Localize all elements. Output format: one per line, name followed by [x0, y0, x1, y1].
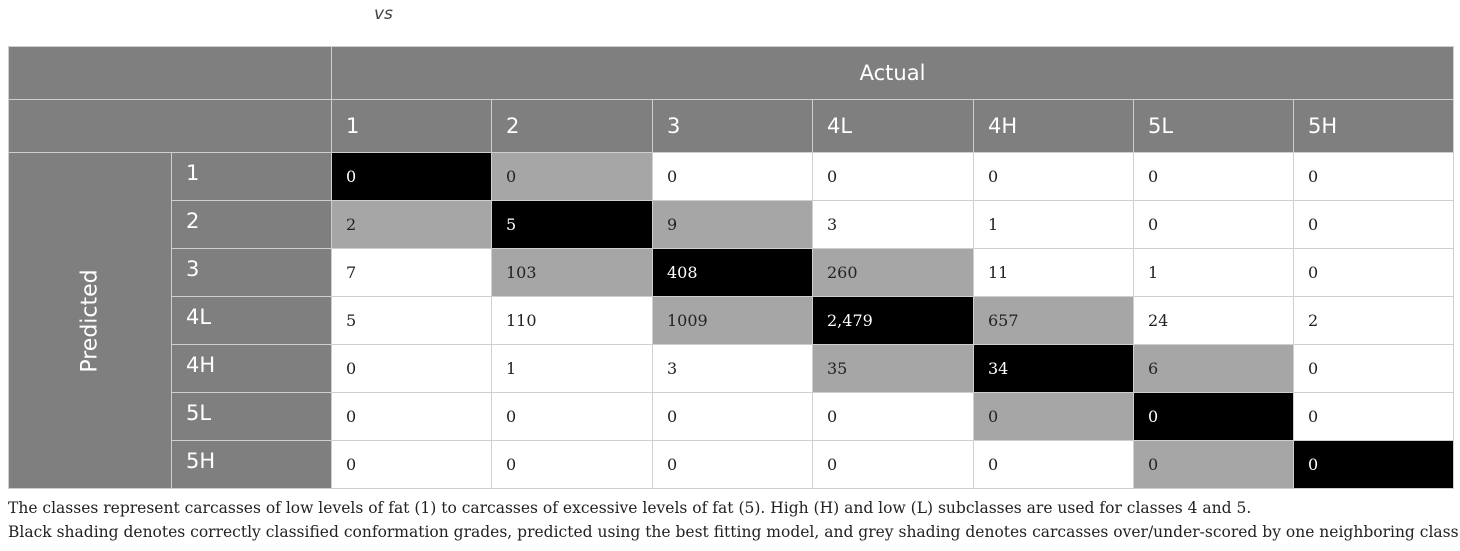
matrix-cell: 9: [652, 200, 813, 249]
matrix-cell: 5: [331, 296, 492, 345]
matrix-cell: 3: [812, 200, 974, 249]
matrix-cell: 0: [491, 440, 653, 489]
matrix-cell: 0: [1292, 152, 1455, 201]
table-row: 5L 0 0 0 0 0 0 0: [9, 392, 1455, 441]
matrix-cell: 1: [491, 344, 653, 393]
predicted-label: Predicted: [77, 268, 103, 373]
matrix-cell: 5: [491, 200, 653, 249]
confusion-matrix-table: Actual 1 2 3 4L 4H 5L 5H Predicted 1 0 0 0 0 0 0 0 2 2 5 9…: [8, 46, 1455, 489]
matrix-cell: 0: [973, 440, 1134, 489]
matrix-cell: 0: [1133, 152, 1294, 201]
matrix-cell: 0: [812, 440, 974, 489]
table-row: Predicted 1 0 0 0 0 0 0 0: [8, 152, 1455, 489]
matrix-cell: 110: [491, 296, 653, 345]
table-row: 4L 5 110 1009 2,479 657 24 2: [9, 296, 1455, 345]
column-header: 4L: [812, 99, 974, 153]
matrix-cell: 0: [491, 152, 653, 201]
matrix-cell: 0: [812, 152, 974, 201]
matrix-cell: 1: [973, 200, 1134, 249]
matrix-cell: 0: [491, 392, 653, 441]
column-header: 3: [652, 99, 813, 153]
row-label: 3: [171, 248, 332, 297]
table-row: 3 7 103 408 260 11 1 0: [9, 248, 1455, 297]
matrix-cell: 7: [331, 248, 492, 297]
matrix-cell: 1009: [652, 296, 813, 345]
header-corner: [8, 46, 332, 100]
actual-header: Actual: [330, 46, 1455, 100]
matrix-cell: 0: [652, 392, 813, 441]
row-label: 5H: [171, 440, 332, 489]
matrix-cell: 0: [1292, 344, 1455, 393]
header-corner-2: [8, 99, 332, 153]
table-row: 4H 0 1 3 35 34 6 0: [9, 344, 1455, 393]
matrix-cell: 0: [331, 440, 492, 489]
matrix-cell: 0: [331, 344, 492, 393]
matrix-cell: 2: [1292, 296, 1455, 345]
matrix-cell: 0: [973, 392, 1134, 441]
matrix-cell: 0: [1133, 440, 1294, 489]
matrix-cell: 0: [1292, 392, 1455, 441]
matrix-cell: 0: [331, 392, 492, 441]
matrix-cell: 657: [973, 296, 1134, 345]
matrix-cell: 0: [652, 440, 813, 489]
matrix-cell: 0: [1292, 440, 1455, 489]
matrix-cell: 2,479: [812, 296, 974, 345]
matrix-cell: 408: [652, 248, 813, 297]
predicted-header: Predicted: [8, 152, 172, 489]
matrix-cell: 0: [652, 152, 813, 201]
column-header: 4H: [973, 99, 1134, 153]
footnote-classes: The classes represent carcasses of low l…: [8, 499, 1252, 517]
row-label: 1: [171, 152, 332, 201]
column-header: 5L: [1133, 99, 1294, 153]
footnote-shading: Black shading denotes correctly classifi…: [8, 523, 1460, 541]
matrix-cell: 34: [973, 344, 1134, 393]
matrix-cell: 11: [973, 248, 1134, 297]
row-label: 2: [171, 200, 332, 249]
matrix-cell: 0: [331, 152, 492, 201]
matrix-cell: 0: [1292, 200, 1455, 249]
header-row-actual: Actual: [8, 46, 1455, 100]
row-label: 5L: [171, 392, 332, 441]
matrix-cell: 6: [1133, 344, 1294, 393]
matrix-cell: 2: [331, 200, 492, 249]
matrix-cell: 0: [973, 152, 1134, 201]
matrix-cell: 260: [812, 248, 974, 297]
matrix-cell: 0: [1133, 392, 1294, 441]
matrix-cell: 0: [812, 392, 974, 441]
table-row: 5H 0 0 0 0 0 0 0: [9, 440, 1455, 489]
matrix-cell: 1: [1133, 248, 1294, 297]
table-heading: vs: [374, 4, 393, 24]
matrix-cell: 0: [1133, 200, 1294, 249]
matrix-cell: 103: [491, 248, 653, 297]
column-header: 1: [331, 99, 492, 153]
matrix-cell: 35: [812, 344, 974, 393]
row-label: 4L: [171, 296, 332, 345]
column-header: 2: [491, 99, 653, 153]
matrix-cell: 3: [652, 344, 813, 393]
row-label: 4H: [171, 344, 332, 393]
header-row-columns: 1 2 3 4L 4H 5L 5H: [8, 99, 1455, 153]
matrix-cell: 0: [1292, 248, 1455, 297]
matrix-cell: 24: [1133, 296, 1294, 345]
column-header: 5H: [1292, 99, 1455, 153]
